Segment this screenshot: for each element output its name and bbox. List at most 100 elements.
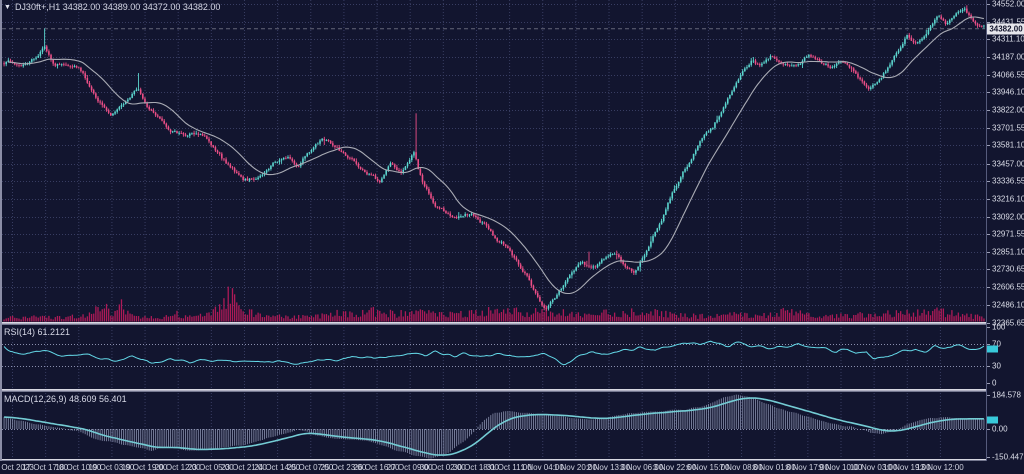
current-price-box: 34382.00 bbox=[987, 23, 1024, 35]
price-axis-label: 32851.10 bbox=[992, 247, 1024, 257]
macd-current-marker bbox=[987, 416, 998, 424]
price-axis-label: 32730.65 bbox=[992, 264, 1024, 274]
price-axis[interactable]: 34552.00 34431.55 34311.10 34187.00 34066.55… bbox=[986, 0, 1024, 462]
axis-tick bbox=[987, 198, 990, 200]
axis-tick bbox=[987, 365, 990, 367]
axis-tick bbox=[987, 395, 990, 396]
time-axis-label: 19 Oct 03:00 bbox=[88, 463, 135, 472]
rsi-axis-label: 70 bbox=[992, 339, 1001, 349]
price-axis-label: 32606.55 bbox=[992, 282, 1024, 292]
price-axis-label: 33946.10 bbox=[992, 87, 1024, 97]
axis-tick bbox=[987, 251, 990, 253]
axis-tick bbox=[987, 21, 990, 23]
axis-tick bbox=[987, 305, 990, 307]
ma-line bbox=[8, 16, 985, 295]
axis-tick bbox=[987, 4, 990, 5]
time-axis-label: 1 Nov 04:00 bbox=[520, 463, 564, 472]
chart-title-row: ▼ DJ30ft+,H1 34382.00 34389.00 34372.00 … bbox=[4, 2, 220, 12]
candles-layer bbox=[3, 5, 985, 311]
axis-tick bbox=[987, 327, 990, 328]
window-left-border bbox=[0, 0, 2, 474]
axis-tick bbox=[987, 287, 990, 289]
time-axis-label: 2 Nov 13:00 bbox=[586, 463, 631, 472]
axis-tick bbox=[987, 110, 990, 112]
time-axis-label: 23 Oct 21:00 bbox=[221, 463, 267, 472]
time-axis-label: 1 Nov 20:00 bbox=[553, 463, 597, 472]
axis-tick bbox=[987, 269, 990, 271]
time-axis-label: 19 Oct 19:00 bbox=[121, 463, 168, 472]
time-axis-label: 20 Oct 12:00 bbox=[154, 463, 201, 472]
rsi-line bbox=[3, 340, 985, 366]
time-axis-label: 10 Nov 03:00 bbox=[849, 463, 898, 472]
rsi-current-marker bbox=[987, 345, 998, 353]
time-axis-label: 6 Nov 15:00 bbox=[686, 463, 730, 472]
macd-axis-label: 0.00 bbox=[992, 424, 1008, 434]
time-axis-label: 24 Oct 14:00 bbox=[254, 463, 301, 472]
time-axis-label: 27 Oct 09:00 bbox=[386, 463, 433, 472]
price-axis-label: 33092.00 bbox=[992, 212, 1024, 222]
time-axis-label: 17 Oct 17:00 bbox=[22, 463, 69, 472]
rsi-axis-label: 30 bbox=[992, 361, 1001, 371]
panel-separator-main-rsi[interactable] bbox=[2, 322, 986, 325]
price-axis-label: 34066.55 bbox=[992, 70, 1024, 80]
indicator-level-lines bbox=[2, 344, 985, 430]
time-axis-label: 18 Oct 10:00 bbox=[55, 463, 102, 472]
panel-separator-rsi-macd[interactable] bbox=[2, 389, 986, 392]
price-axis-label: 33822.00 bbox=[992, 105, 1024, 115]
price-axis-label: 34311.10 bbox=[992, 34, 1024, 44]
macd-indicator-label: MACD(12,26,9) 48.609 56.401 bbox=[4, 394, 127, 404]
price-axis-label: 32971.55 bbox=[992, 229, 1024, 239]
price-axis-label: 34431.55 bbox=[992, 17, 1024, 27]
macd-axis-label: -150.447 bbox=[992, 452, 1024, 462]
time-axis-label: 10 Nov 19:00 bbox=[882, 463, 931, 472]
volume-bars bbox=[3, 286, 985, 322]
chart-dropdown-icon[interactable]: ▼ bbox=[4, 3, 11, 11]
time-axis-label: 8 Nov 17:00 bbox=[785, 463, 829, 472]
axis-tick bbox=[987, 92, 990, 94]
rsi-axis-label: 0 bbox=[992, 378, 997, 387]
time-axis-label: 30 Oct 18:00 bbox=[453, 463, 499, 472]
axis-tick bbox=[987, 74, 990, 76]
time-axis-label: 8 Nov 01:00 bbox=[752, 463, 796, 472]
macd-signal-line bbox=[4, 397, 984, 456]
price-axis-label: 33336.55 bbox=[992, 176, 1024, 186]
axis-tick bbox=[987, 57, 990, 59]
price-axis-label: 33701.55 bbox=[992, 123, 1024, 133]
time-axis-label: 26 Oct 16:00 bbox=[353, 463, 400, 472]
axis-tick bbox=[987, 127, 990, 129]
axis-tick bbox=[987, 39, 990, 41]
axis-tick bbox=[987, 216, 990, 218]
price-axis-label: 34552.00 bbox=[992, 0, 1024, 9]
axis-tick bbox=[987, 163, 990, 165]
axis-tick bbox=[987, 181, 990, 183]
axis-tick bbox=[987, 429, 990, 430]
axis-tick bbox=[987, 457, 990, 458]
panel-separator-macd-time[interactable] bbox=[2, 459, 986, 461]
price-axis-label: 34187.00 bbox=[992, 52, 1024, 62]
price-axis-label: 33457.00 bbox=[992, 159, 1024, 169]
price-axis-label: 33581.10 bbox=[992, 140, 1024, 150]
axis-tick bbox=[987, 322, 990, 324]
time-axis-label: 23 Oct 05:00 bbox=[187, 463, 234, 472]
price-axis-label: 32365.65 bbox=[992, 318, 1024, 328]
time-axis-label: 25 Oct 23:00 bbox=[320, 463, 367, 472]
macd-axis-label: 184.578 bbox=[992, 390, 1021, 400]
axis-tick bbox=[987, 343, 990, 345]
axis-tick bbox=[987, 145, 990, 147]
axis-tick bbox=[987, 234, 990, 236]
rsi-indicator-label: RSI(14) 61.2121 bbox=[4, 327, 71, 337]
time-axis-label: 13 Nov 12:00 bbox=[916, 463, 964, 472]
time-axis-label: 7 Nov 08:00 bbox=[719, 463, 763, 472]
price-axis-label: 32486.10 bbox=[992, 300, 1024, 310]
time-axis-label: 3 Nov 06:00 bbox=[620, 463, 664, 472]
time-axis-label: 3 Nov 22:00 bbox=[653, 463, 697, 472]
time-axis-label: 31 Oct 11:00 bbox=[486, 463, 532, 472]
time-axis-label: 17 Oct 2023 bbox=[0, 463, 34, 472]
time-axis-label: 9 Nov 10:00 bbox=[818, 463, 863, 472]
axis-tick bbox=[987, 382, 990, 384]
rsi-axis-label: 100 bbox=[992, 322, 1006, 332]
time-axis-label: 30 Oct 02:00 bbox=[419, 463, 466, 472]
